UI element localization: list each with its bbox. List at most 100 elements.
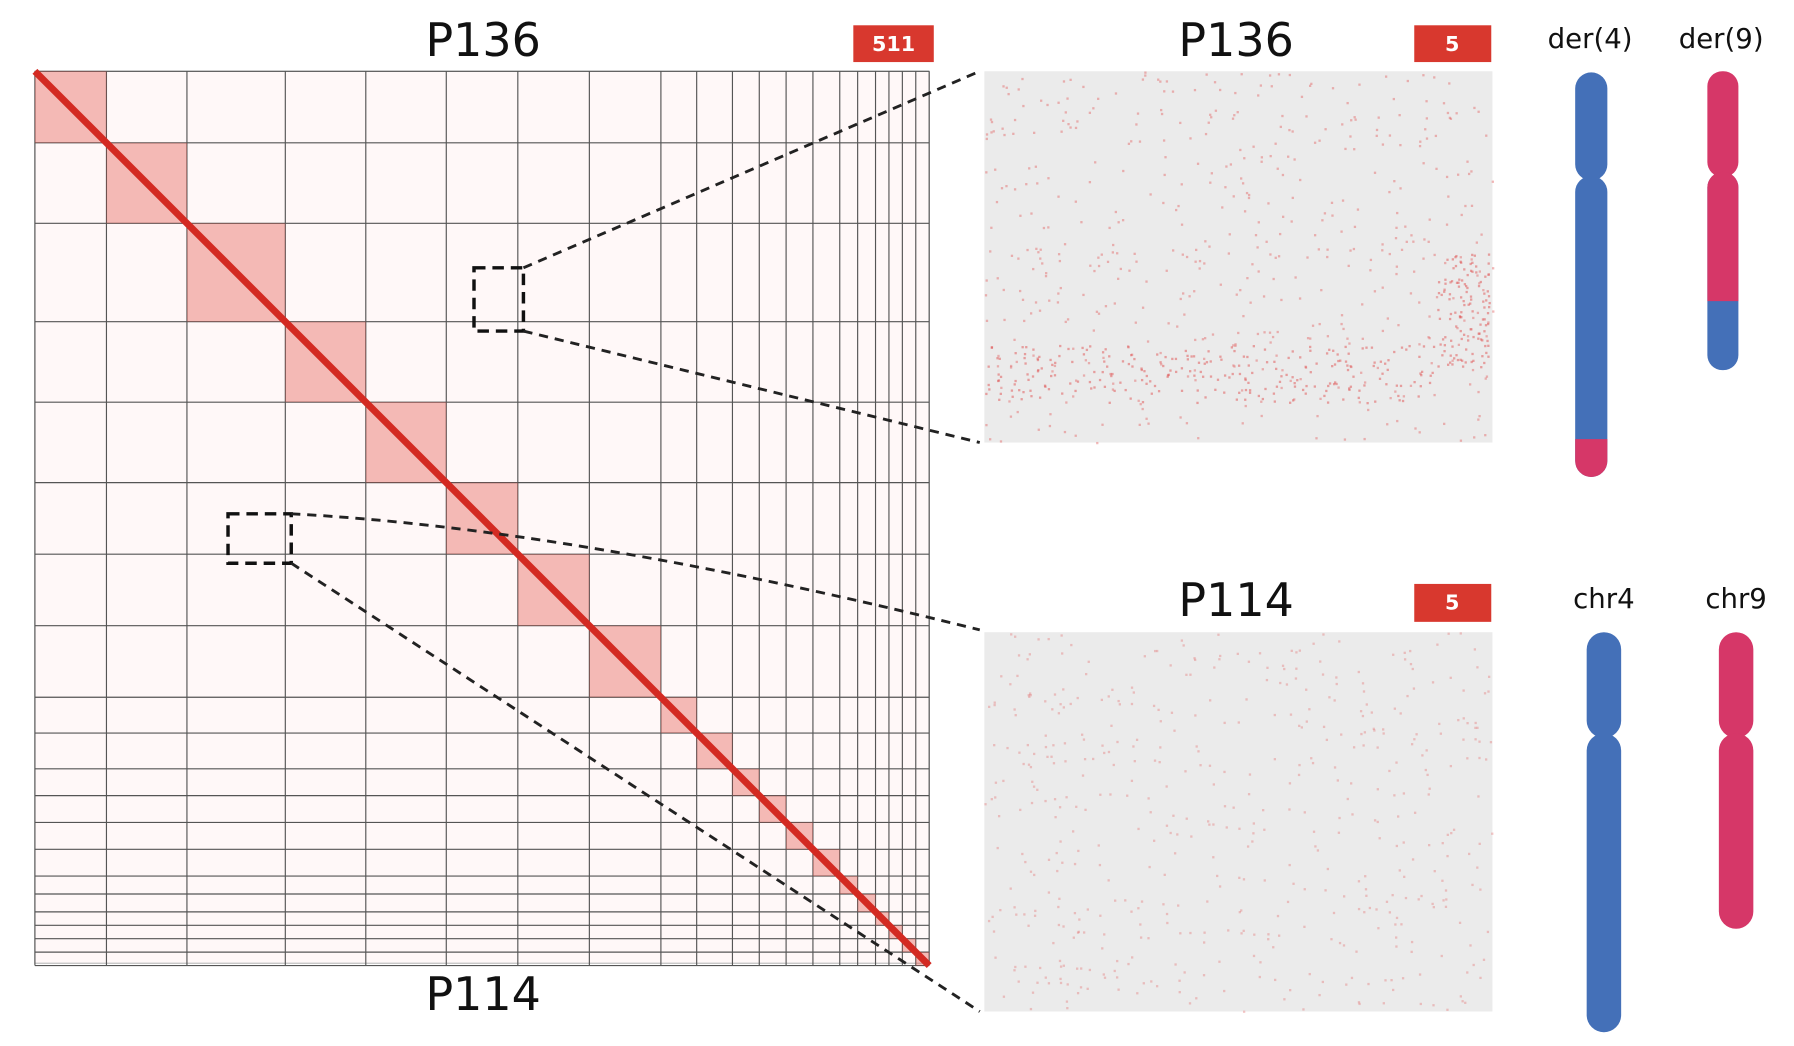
dot <box>1130 353 1133 357</box>
dot <box>1238 827 1241 830</box>
dot <box>1069 382 1072 385</box>
dot <box>1039 257 1042 260</box>
dot <box>992 930 996 933</box>
dot <box>1438 722 1441 726</box>
dot <box>1321 673 1325 676</box>
dot <box>1007 92 1010 96</box>
dot <box>1064 320 1067 324</box>
dot <box>1270 85 1273 88</box>
dot <box>998 398 1001 401</box>
dot <box>1233 114 1236 117</box>
dot <box>1074 434 1077 437</box>
dot <box>1298 297 1302 300</box>
dot <box>1013 969 1016 972</box>
dot <box>1413 738 1416 741</box>
dot <box>1437 308 1440 312</box>
dot <box>1455 325 1458 328</box>
dot <box>1368 906 1372 910</box>
dot <box>1088 111 1092 114</box>
dot <box>990 798 993 801</box>
dot <box>1075 967 1079 970</box>
dot <box>1350 365 1353 369</box>
dot <box>1326 401 1330 404</box>
dot <box>1140 367 1143 370</box>
dot <box>1207 820 1210 823</box>
dot <box>1459 632 1462 635</box>
dot <box>1325 352 1329 355</box>
dot <box>1236 652 1239 656</box>
dot <box>1005 86 1008 89</box>
dot <box>1418 343 1421 346</box>
dot <box>1084 808 1087 811</box>
dot <box>1480 233 1483 236</box>
dot <box>1328 696 1331 699</box>
dot <box>1166 375 1169 378</box>
dot <box>1279 125 1282 129</box>
dot <box>1160 363 1163 366</box>
dot <box>1301 388 1305 392</box>
dot <box>1463 303 1466 307</box>
dot <box>1022 104 1025 108</box>
dot <box>1218 658 1221 661</box>
dot <box>1157 78 1160 81</box>
dot <box>1062 688 1065 691</box>
dot <box>1234 343 1237 346</box>
chromosome-label: der(4) <box>1548 22 1633 55</box>
dot <box>1479 280 1482 284</box>
dot <box>1234 344 1237 347</box>
dot <box>1056 301 1060 304</box>
dot <box>1291 376 1294 379</box>
dot <box>1209 699 1212 702</box>
dot <box>1402 792 1406 795</box>
dot <box>1053 693 1057 696</box>
dot <box>1395 945 1398 948</box>
dot <box>1313 385 1316 388</box>
dot <box>1321 980 1324 984</box>
dot <box>1097 256 1100 259</box>
dot <box>1349 364 1352 368</box>
dot <box>1031 780 1034 783</box>
dot <box>1022 391 1025 394</box>
dot <box>1412 270 1416 273</box>
dot <box>1002 288 1005 292</box>
dot <box>1418 973 1422 976</box>
dot <box>1428 218 1431 221</box>
dot <box>1203 357 1206 361</box>
dot <box>1361 714 1365 718</box>
dot <box>1384 979 1387 982</box>
dot <box>1082 353 1086 356</box>
dot <box>1311 761 1315 765</box>
dot <box>1065 1000 1069 1003</box>
dot <box>1102 356 1105 360</box>
dot <box>1466 286 1469 290</box>
dot <box>1476 866 1479 869</box>
dot <box>1000 675 1003 678</box>
dot <box>1080 733 1084 736</box>
dot <box>1455 112 1458 115</box>
dot <box>1459 329 1462 333</box>
dot <box>1204 240 1207 243</box>
dot <box>1260 400 1263 403</box>
dot <box>1134 321 1137 324</box>
dot <box>1340 230 1343 233</box>
dot <box>1271 335 1275 339</box>
dot <box>1322 633 1325 636</box>
dot <box>1399 187 1402 190</box>
dot <box>1241 182 1245 185</box>
dot <box>1309 371 1312 374</box>
dot <box>1101 351 1105 354</box>
dot <box>1274 256 1277 259</box>
dot <box>1082 738 1086 741</box>
dot <box>985 319 989 323</box>
dot <box>1216 874 1219 878</box>
dot <box>1412 240 1415 243</box>
dot <box>1483 318 1486 321</box>
dot <box>1027 694 1030 697</box>
dot <box>996 277 999 280</box>
dot <box>1381 143 1385 146</box>
dot <box>1254 234 1258 237</box>
dot <box>1174 370 1178 374</box>
dot <box>1247 660 1251 663</box>
dot <box>1478 740 1481 743</box>
dot <box>1036 357 1039 360</box>
